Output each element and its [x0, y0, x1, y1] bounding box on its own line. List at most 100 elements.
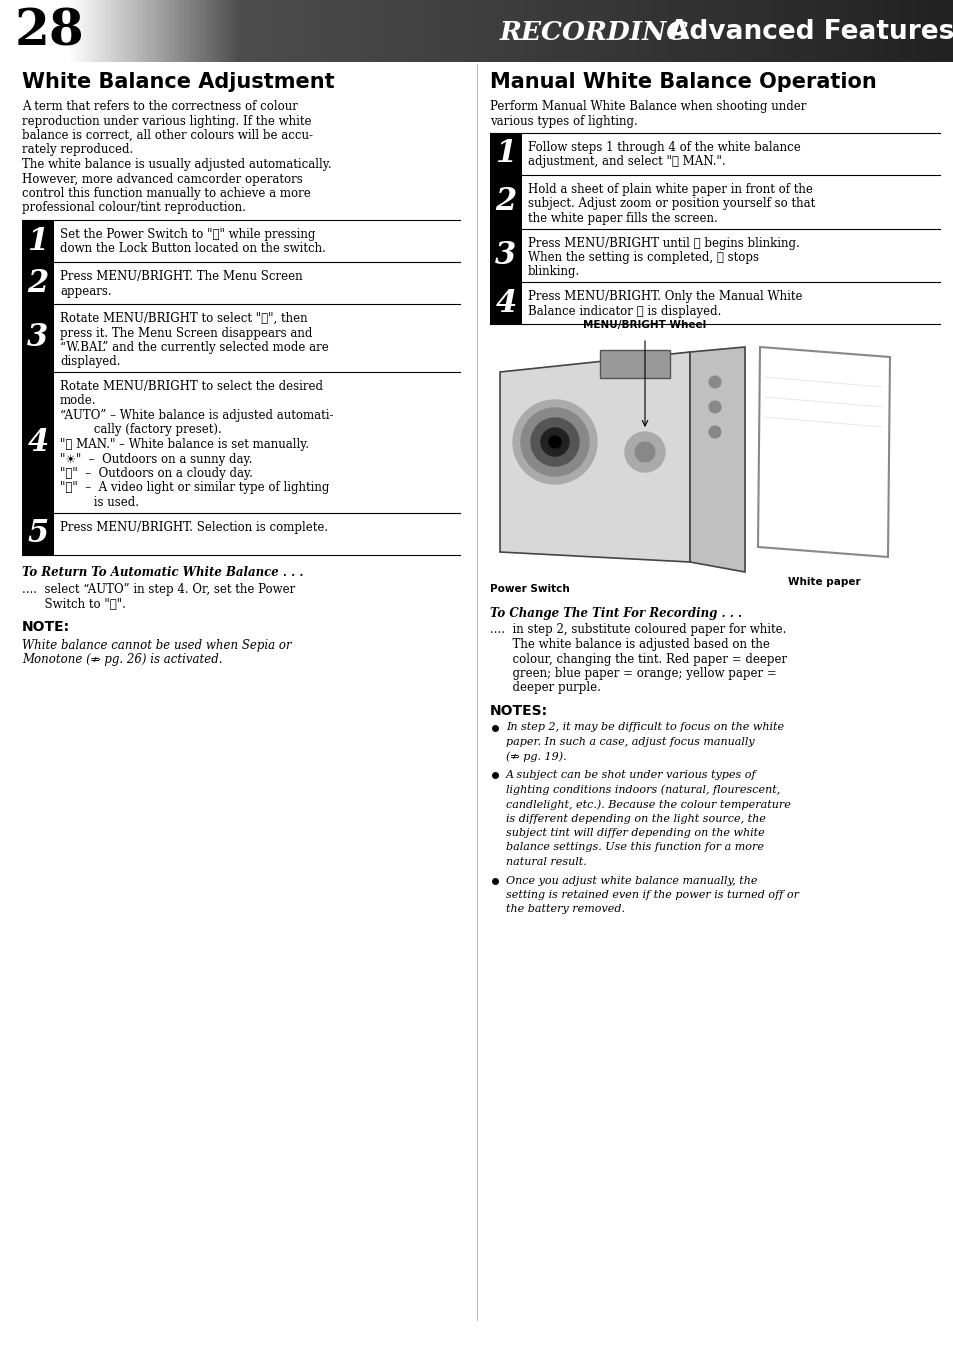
Bar	[756, 0, 760, 62]
Text: In step 2, it may be difficult to focus on the white: In step 2, it may be difficult to focus …	[505, 722, 783, 733]
Bar	[286, 0, 290, 62]
Bar	[521, 0, 525, 62]
Bar	[626, 0, 630, 62]
Bar	[7, 0, 10, 62]
Bar	[384, 0, 388, 62]
Bar	[22, 0, 26, 62]
Text: Press MENU/BRIGHT. The Menu Screen: Press MENU/BRIGHT. The Menu Screen	[60, 270, 302, 283]
Bar	[441, 0, 445, 62]
Bar	[753, 0, 757, 62]
Bar	[594, 0, 598, 62]
Bar	[693, 0, 697, 62]
Bar	[588, 0, 592, 62]
Bar	[191, 0, 194, 62]
Bar	[232, 0, 235, 62]
Bar	[918, 0, 922, 62]
Bar	[238, 0, 242, 62]
Bar	[178, 0, 182, 62]
Bar	[569, 0, 573, 62]
Text: Press MENU/BRIGHT until ☐ begins blinking.: Press MENU/BRIGHT until ☐ begins blinkin…	[527, 237, 799, 249]
Bar	[641, 0, 645, 62]
Bar	[264, 0, 268, 62]
Text: appears.: appears.	[60, 285, 112, 298]
Bar	[502, 0, 506, 62]
Bar	[864, 0, 868, 62]
Text: To Change The Tint For Recording . . .: To Change The Tint For Recording . . .	[490, 607, 741, 621]
Bar	[575, 0, 578, 62]
Bar	[950, 0, 953, 62]
Bar	[731, 0, 735, 62]
Bar	[86, 0, 90, 62]
Text: Set the Power Switch to "Ⓜ" while pressing: Set the Power Switch to "Ⓜ" while pressi…	[60, 228, 315, 241]
Bar	[257, 0, 261, 62]
Bar	[515, 0, 518, 62]
Text: green; blue paper = orange; yellow paper =: green; blue paper = orange; yellow paper…	[490, 667, 776, 680]
Bar	[308, 0, 312, 62]
Bar	[832, 0, 836, 62]
Bar	[355, 0, 359, 62]
Text: cally (factory preset).: cally (factory preset).	[60, 424, 221, 436]
Bar	[327, 0, 331, 62]
Bar	[22, 512, 54, 554]
Bar	[451, 0, 455, 62]
Bar	[689, 0, 693, 62]
Bar	[540, 0, 544, 62]
Bar	[117, 0, 121, 62]
Text: "☐ MAN." – White balance is set manually.: "☐ MAN." – White balance is set manually…	[60, 438, 309, 451]
Bar	[375, 0, 378, 62]
Bar	[83, 0, 87, 62]
Bar	[254, 0, 258, 62]
Bar	[810, 0, 814, 62]
Circle shape	[624, 432, 664, 472]
Bar	[899, 0, 902, 62]
Text: 2: 2	[495, 186, 517, 217]
Bar	[133, 0, 137, 62]
Bar	[410, 0, 414, 62]
Bar	[483, 0, 487, 62]
Text: 4: 4	[495, 287, 517, 318]
Text: candlelight, etc.). Because the colour temperature: candlelight, etc.). Because the colour t…	[505, 799, 790, 809]
Bar	[343, 0, 347, 62]
Bar	[22, 373, 54, 512]
Bar	[226, 0, 230, 62]
Bar	[636, 0, 639, 62]
Bar	[829, 0, 833, 62]
Bar	[31, 0, 35, 62]
Bar	[200, 0, 204, 62]
Bar	[321, 0, 325, 62]
Text: Perform Manual White Balance when shooting under: Perform Manual White Balance when shooti…	[490, 100, 805, 112]
Bar	[429, 0, 433, 62]
Bar	[490, 229, 521, 282]
Bar	[651, 0, 655, 62]
Bar	[152, 0, 156, 62]
Bar	[537, 0, 540, 62]
Text: NOTES:: NOTES:	[490, 705, 548, 718]
Text: Once you adjust white balance manually, the: Once you adjust white balance manually, …	[505, 875, 757, 886]
Bar	[534, 0, 537, 62]
Text: RECORDING: RECORDING	[499, 20, 689, 45]
Text: (⇏ pg. 19).: (⇏ pg. 19).	[505, 752, 566, 762]
Bar	[912, 0, 916, 62]
Bar	[397, 0, 401, 62]
Bar	[3, 0, 7, 62]
Text: Balance indicator ☐ is displayed.: Balance indicator ☐ is displayed.	[527, 305, 720, 317]
Text: Manual White Balance Operation: Manual White Balance Operation	[490, 72, 876, 92]
Text: The white balance is adjusted based on the: The white balance is adjusted based on t…	[490, 638, 769, 650]
Bar	[902, 0, 906, 62]
Bar	[298, 0, 302, 62]
Bar	[556, 0, 559, 62]
Bar	[432, 0, 436, 62]
Bar	[216, 0, 220, 62]
Bar	[737, 0, 740, 62]
Bar	[51, 0, 54, 62]
Bar	[184, 0, 188, 62]
Bar	[724, 0, 728, 62]
Text: mode.: mode.	[60, 394, 96, 408]
Bar	[324, 0, 328, 62]
Bar	[92, 0, 96, 62]
Bar	[279, 0, 283, 62]
Text: 3: 3	[495, 240, 517, 271]
Bar	[229, 0, 233, 62]
Bar	[660, 0, 664, 62]
Bar	[131, 0, 134, 62]
